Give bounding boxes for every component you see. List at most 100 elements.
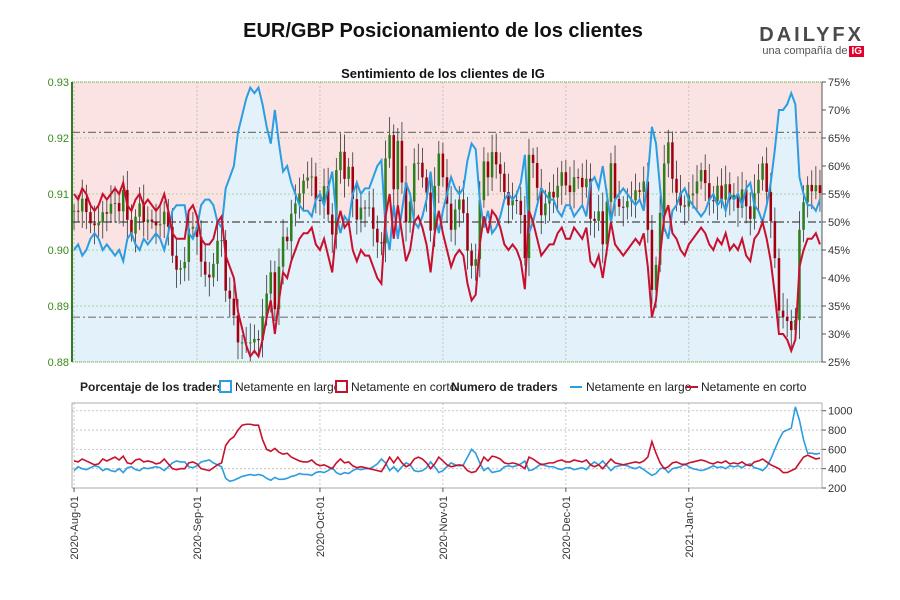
price-candle [527, 138, 531, 277]
x-tick-label: 2021-Jan-01 [684, 496, 696, 558]
price-candle [470, 243, 473, 279]
y-right-tick-label: 50% [828, 217, 850, 229]
price-candle [376, 215, 379, 258]
price-candle [777, 248, 781, 330]
price-candle [806, 176, 809, 218]
price-candle [716, 176, 719, 220]
price-candle [474, 243, 477, 281]
price-candle [162, 200, 166, 239]
price-candle [564, 160, 568, 195]
legend-percent-long: Netamente en largo [235, 380, 341, 394]
traders-count-panel: 1000 800 600 400 200 [71, 402, 852, 495]
price-candle [240, 335, 244, 360]
price-candle [224, 230, 227, 303]
price-candle [277, 248, 281, 325]
count-tick-label: 400 [828, 464, 846, 476]
price-candle [191, 211, 195, 237]
y-left-tick-label: 0.88 [48, 357, 69, 369]
price-candle [699, 162, 703, 190]
price-candle [371, 188, 375, 247]
price-candle [257, 330, 260, 357]
legend-count-short: Netamente en corto [701, 380, 807, 394]
price-candle [330, 203, 334, 253]
price-candle [576, 168, 580, 189]
price-candle [89, 202, 92, 234]
price-candle [519, 186, 523, 234]
price-candle [572, 160, 576, 209]
brand-subtitle: una compañía de IG [759, 45, 864, 57]
price-candle [380, 232, 383, 256]
price-candle [671, 131, 674, 193]
price-candle [199, 220, 203, 278]
price-candle [810, 170, 814, 210]
price-candle [212, 252, 215, 287]
price-candle [490, 134, 494, 191]
price-candle [392, 124, 395, 207]
price-candle [388, 117, 391, 168]
y-left-tick-label: 0.91 [48, 189, 69, 201]
price-candle [773, 207, 777, 268]
price-candle [621, 196, 625, 227]
legend-percent-short: Netamente en corto [351, 380, 457, 394]
price-candle [634, 173, 637, 219]
price-candle [523, 195, 527, 266]
price-candle [712, 186, 715, 214]
price-candle [568, 166, 572, 210]
price-candle [314, 162, 318, 214]
price-candle [597, 194, 600, 231]
count-frame [71, 402, 823, 489]
price-candle [109, 185, 113, 223]
price-candle [142, 184, 145, 237]
y-right-tick-label: 45% [828, 245, 850, 257]
x-tick-label: 2020-Oct-01 [315, 496, 327, 557]
brand-name: DAILYFX [759, 24, 864, 46]
price-candle [552, 174, 555, 214]
price-candle [429, 175, 432, 242]
legend-percent-title: Porcentaje de los traders [80, 380, 224, 394]
count-tick-label: 800 [828, 425, 846, 437]
price-candle [339, 133, 342, 184]
price-candle [171, 208, 174, 264]
price-candle [310, 157, 314, 197]
price-candle [736, 176, 740, 227]
x-tick-label: 2020-Sep-01 [192, 496, 204, 560]
price-candle [347, 158, 350, 187]
price-candle [482, 147, 486, 208]
price-candle [761, 156, 764, 191]
price-candle [818, 169, 822, 212]
price-candle [261, 298, 264, 358]
x-tick-label: 2020-Dec-01 [561, 496, 573, 560]
price-candle [593, 211, 596, 238]
price-candle [548, 182, 551, 222]
net-short-line [73, 179, 821, 359]
price-candle [585, 159, 588, 198]
y-right-tick-label: 40% [828, 273, 850, 285]
price-candle [367, 191, 371, 217]
price-candle [638, 182, 641, 201]
price-candle [179, 260, 182, 285]
price-candle [285, 227, 289, 250]
price-candle [683, 195, 686, 225]
count-tick-label: 200 [828, 483, 846, 495]
y-right-tick-label: 65% [828, 133, 850, 145]
price-candle [539, 168, 543, 235]
price-candle [232, 279, 236, 326]
price-candle [765, 147, 768, 209]
legend: Porcentaje de los traders Netamente en la… [80, 380, 807, 394]
main-panel: 0.93 0.92 0.91 0.90 0.89 0.88 75% 70% 65% 60% 55% 5… [48, 77, 851, 369]
y-left-tick-label: 0.93 [48, 77, 69, 89]
price-candle [740, 171, 744, 218]
price-candle [105, 200, 109, 232]
price-candle [412, 148, 416, 219]
price-candle [175, 238, 178, 288]
count-short-line [73, 423, 821, 474]
y-right-tick-label: 30% [828, 329, 850, 341]
price-candle [183, 246, 186, 282]
price-candle [289, 199, 293, 261]
price-candle [85, 184, 88, 230]
dailyfx-logo: DAILYFX una compañía de IG [759, 24, 864, 57]
price-candle [113, 185, 117, 223]
price-candle [695, 165, 699, 213]
price-candle [691, 174, 695, 209]
price-candle [306, 161, 309, 189]
